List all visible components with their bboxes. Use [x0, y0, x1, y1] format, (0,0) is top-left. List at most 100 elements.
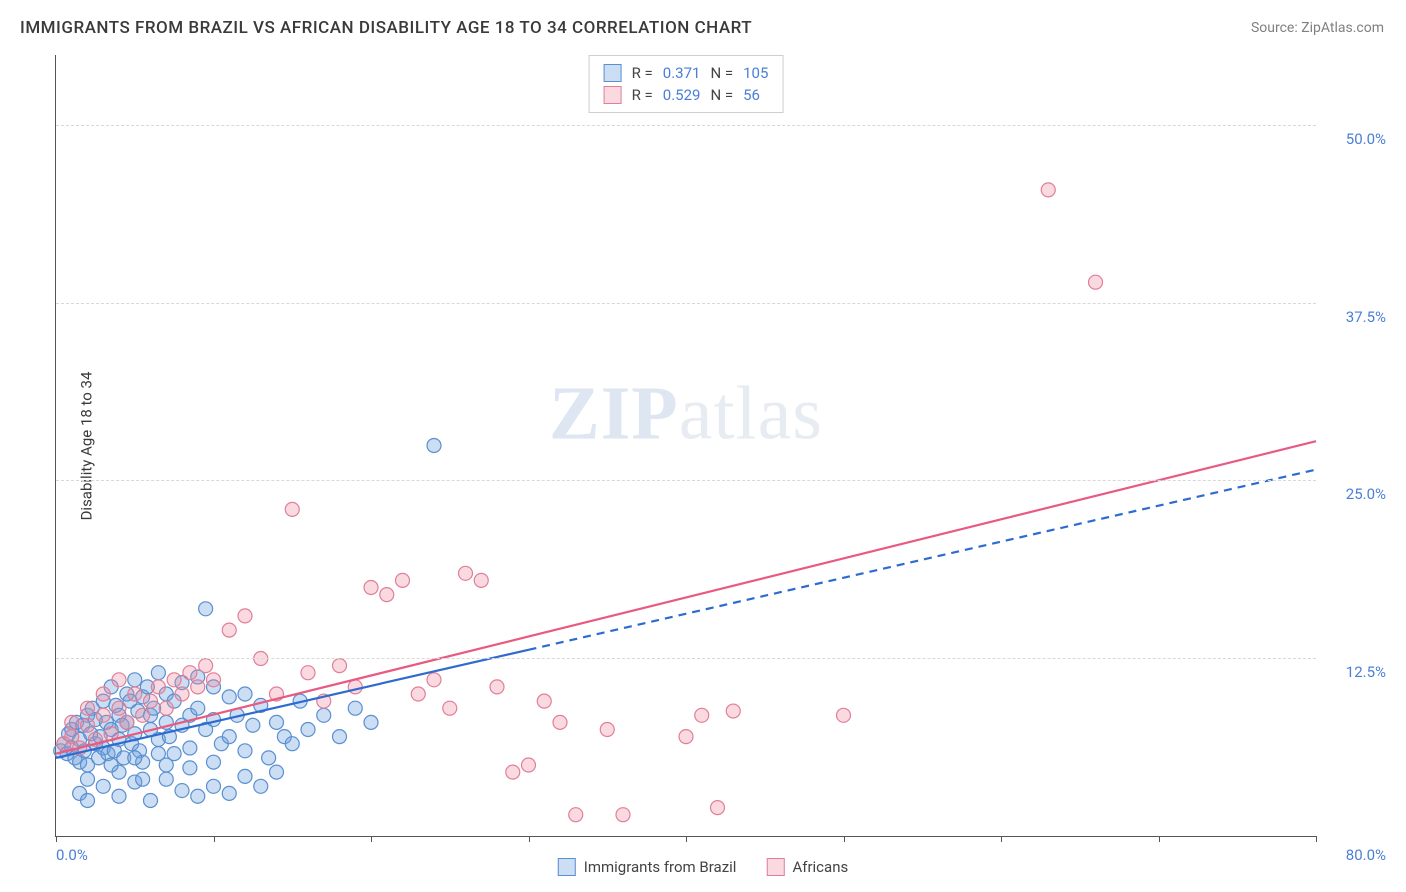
scatter-point	[837, 708, 851, 722]
scatter-point	[285, 502, 299, 516]
gridline	[56, 125, 1316, 126]
scatter-point	[301, 723, 315, 737]
scatter-point	[199, 659, 213, 673]
scatter-point	[120, 715, 134, 729]
legend-bottom-swatch-0	[558, 858, 576, 876]
scatter-point	[553, 715, 567, 729]
trend-line-dashed	[529, 470, 1317, 650]
scatter-point	[396, 573, 410, 587]
scatter-point	[159, 701, 173, 715]
scatter-point	[246, 718, 260, 732]
legend-n-value-0: 105	[743, 64, 768, 82]
legend-row-series-1: R = 0.529 N = 56	[604, 84, 769, 106]
scatter-point	[207, 755, 221, 769]
scatter-point	[333, 659, 347, 673]
scatter-point	[199, 602, 213, 616]
scatter-point	[238, 769, 252, 783]
legend-bottom-item-0: Immigrants from Brazil	[558, 858, 737, 876]
scatter-point	[254, 779, 268, 793]
scatter-point	[151, 747, 165, 761]
scatter-point	[81, 718, 95, 732]
legend-row-series-0: R = 0.371 N = 105	[604, 62, 769, 84]
legend-r-label-1: R =	[632, 86, 653, 104]
scatter-point	[522, 758, 536, 772]
scatter-point	[136, 772, 150, 786]
x-tick	[1001, 836, 1002, 842]
gridline	[56, 480, 1316, 481]
scatter-point	[695, 708, 709, 722]
scatter-point	[136, 708, 150, 722]
x-min-label: 0.0%	[56, 846, 88, 864]
scatter-point	[1089, 275, 1103, 289]
gridline	[56, 303, 1316, 304]
legend-n-value-1: 56	[743, 86, 760, 104]
scatter-point	[175, 784, 189, 798]
scatter-point	[537, 694, 551, 708]
scatter-point	[364, 581, 378, 595]
legend-bottom-label-1: Africans	[792, 858, 848, 876]
scatter-point	[679, 730, 693, 744]
scatter-point	[151, 666, 165, 680]
scatter-point	[159, 772, 173, 786]
x-tick	[686, 836, 687, 842]
scatter-point	[96, 687, 110, 701]
x-tick	[1159, 836, 1160, 842]
scatter-point	[238, 744, 252, 758]
scatter-point	[285, 737, 299, 751]
scatter-point	[270, 765, 284, 779]
scatter-point	[238, 687, 252, 701]
scatter-point	[183, 741, 197, 755]
scatter-point	[112, 701, 126, 715]
gridline	[56, 658, 1316, 659]
scatter-point	[380, 588, 394, 602]
scatter-point	[459, 566, 473, 580]
legend-swatch-pink	[604, 86, 622, 104]
scatter-point	[711, 801, 725, 815]
scatter-point	[262, 751, 276, 765]
scatter-point	[506, 765, 520, 779]
scatter-point	[191, 680, 205, 694]
scatter-point	[600, 723, 614, 737]
x-tick	[529, 836, 530, 842]
scatter-point	[301, 666, 315, 680]
legend-r-value-0: 0.371	[663, 64, 701, 82]
scatter-point	[207, 779, 221, 793]
scatter-point	[128, 687, 142, 701]
scatter-point	[144, 794, 158, 808]
scatter-point	[81, 794, 95, 808]
scatter-point	[569, 808, 583, 822]
x-tick	[844, 836, 845, 842]
x-max-label: 80.0%	[1346, 846, 1386, 864]
scatter-point	[427, 439, 441, 453]
legend-bottom-item-1: Africans	[766, 858, 848, 876]
scatter-point	[348, 701, 362, 715]
scatter-point	[726, 704, 740, 718]
scatter-point	[112, 789, 126, 803]
legend-correlation-box: R = 0.371 N = 105 R = 0.529 N = 56	[589, 55, 784, 113]
scatter-point	[254, 652, 268, 666]
scatter-point	[112, 673, 126, 687]
scatter-point	[616, 808, 630, 822]
scatter-point	[128, 751, 142, 765]
chart-plot-area: ZIPatlas R = 0.371 N = 105 R = 0.529 N =…	[55, 55, 1316, 837]
scatter-point	[128, 673, 142, 687]
scatter-point	[207, 673, 221, 687]
scatter-point	[364, 715, 378, 729]
scatter-point	[81, 701, 95, 715]
scatter-point	[191, 701, 205, 715]
trend-line	[56, 441, 1316, 753]
scatter-point	[183, 761, 197, 775]
legend-n-label-0: N =	[710, 64, 733, 82]
x-tick	[214, 836, 215, 842]
scatter-point	[411, 687, 425, 701]
scatter-point	[175, 687, 189, 701]
y-tick-label: 12.5%	[1346, 663, 1386, 681]
scatter-point	[144, 694, 158, 708]
chart-title: IMMIGRANTS FROM BRAZIL VS AFRICAN DISABI…	[20, 18, 752, 38]
legend-n-label-1: N =	[710, 86, 733, 104]
x-tick	[56, 836, 57, 842]
legend-bottom-label-0: Immigrants from Brazil	[584, 858, 737, 876]
scatter-point	[167, 673, 181, 687]
y-tick-label: 25.0%	[1346, 485, 1386, 503]
legend-r-label-0: R =	[632, 64, 653, 82]
